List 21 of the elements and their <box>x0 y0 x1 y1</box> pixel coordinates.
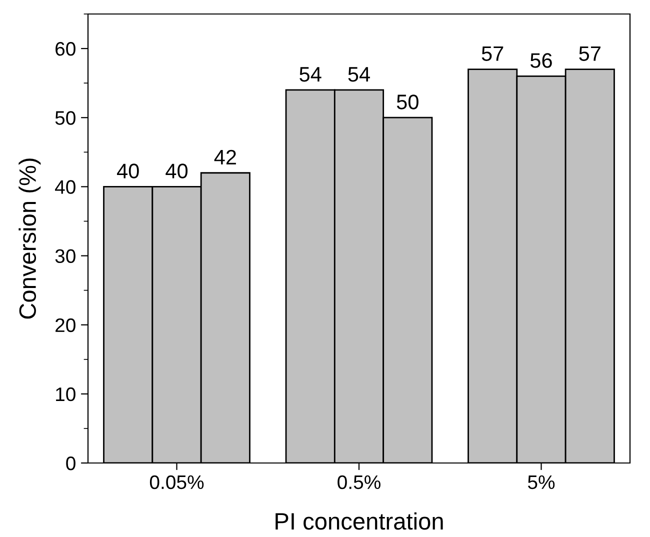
x-tick-label: 0.05% <box>150 475 204 490</box>
data-label: 56 <box>530 53 552 68</box>
data-label: 40 <box>116 164 139 178</box>
x-tick-label: 0.5% <box>338 475 380 490</box>
data-label: 57 <box>482 46 504 61</box>
y-tick-label: 60 <box>56 42 76 56</box>
data-label: 50 <box>396 94 418 110</box>
y-tick-label: 20 <box>56 318 76 332</box>
x-axis-title: PI concentration <box>276 512 443 530</box>
y-tick-label: 0 <box>66 456 76 470</box>
x-tick-label: 5% <box>528 475 555 490</box>
y-tick-label: 50 <box>55 111 76 125</box>
data-label: 40 <box>166 164 188 178</box>
y-axis-title: Conversion (%) <box>18 158 41 319</box>
data-label: 42 <box>214 150 236 164</box>
y-tick-label: 30 <box>55 249 76 264</box>
data-label: 54 <box>348 67 370 82</box>
y-tick-label: 40 <box>55 180 76 194</box>
data-label: 57 <box>579 46 600 61</box>
y-tick-label: 10 <box>56 387 76 402</box>
data-label: 54 <box>300 67 322 82</box>
